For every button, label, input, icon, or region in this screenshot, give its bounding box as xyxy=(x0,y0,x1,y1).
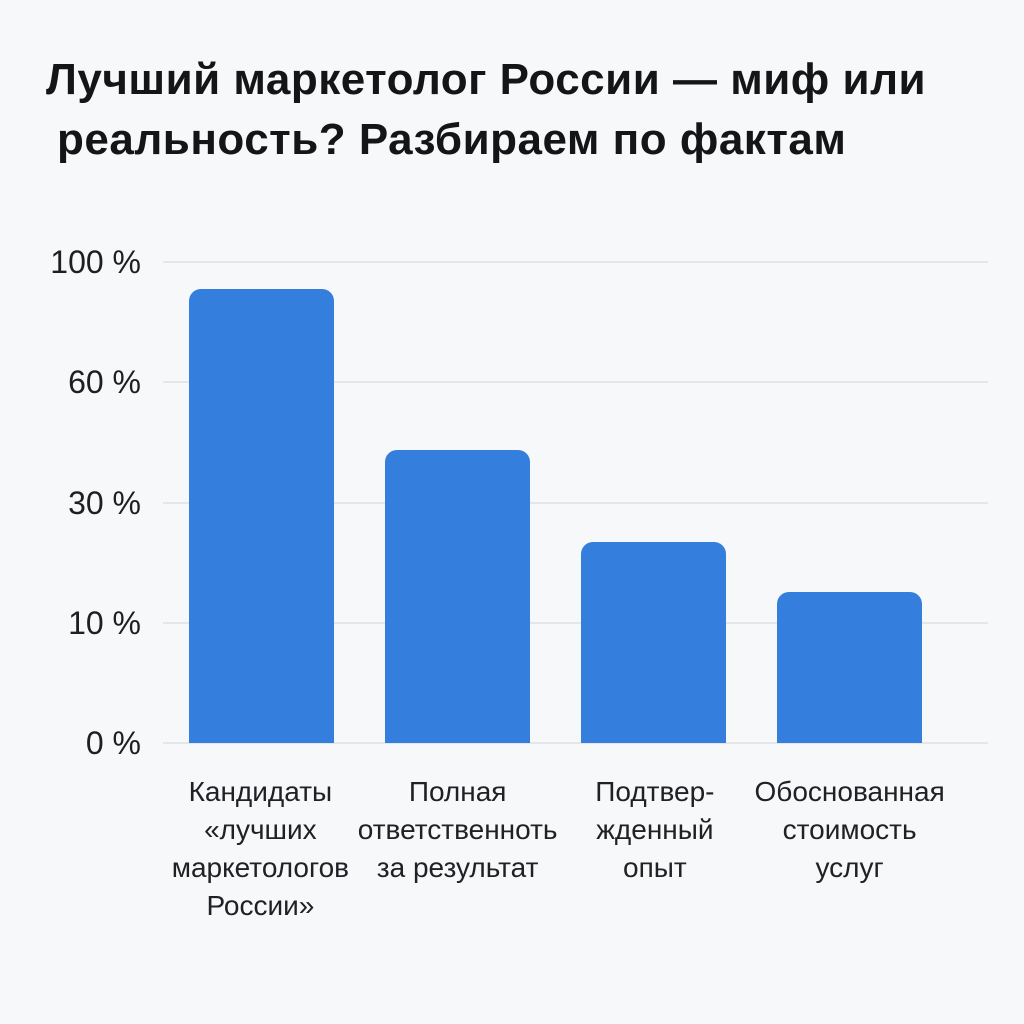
category-label-line: опыт xyxy=(623,852,687,883)
bars-row xyxy=(163,262,947,743)
gridline xyxy=(163,501,988,504)
gridline xyxy=(163,742,988,744)
bar-23-percent xyxy=(580,541,726,743)
category-label-line: ответственноть xyxy=(357,814,558,845)
y-axis-tick-label: 30 % xyxy=(68,484,141,521)
category-label-line: Обоснованная xyxy=(754,776,945,807)
x-axis-labels: Кандидаты «лучших маркетологов России» Полна… xyxy=(163,773,947,925)
category-label: Подтвер-жденный опыт xyxy=(558,773,753,925)
gridline xyxy=(163,621,988,624)
y-axis-tick-label: 10 % xyxy=(68,604,141,641)
bar-43-percent xyxy=(384,450,530,743)
chart-title-line-1: Лучший маркетолог России — миф или xyxy=(46,55,927,104)
bar-15-percent xyxy=(776,591,922,743)
y-axis-tick-label: 0 % xyxy=(85,725,141,761)
bar-slot xyxy=(359,262,555,743)
gridline xyxy=(163,261,988,263)
category-label-line: маркетологов xyxy=(171,852,350,883)
category-label-line: «лучших xyxy=(204,814,317,845)
category-label: Обоснованная стоимость услуг xyxy=(752,773,947,925)
bar-91-percent xyxy=(188,288,334,743)
chart-title: Лучший маркетолог России — миф или реаль… xyxy=(46,50,1006,170)
category-label-line: жденный xyxy=(596,814,714,845)
gridline xyxy=(163,381,988,384)
bar-chart: 100 % 60 % 30 % 10 % 0 % Кандидаты «лучших мар… xyxy=(50,245,988,921)
category-label-line: Подтвер- xyxy=(595,776,715,807)
category-label-line: стоимость xyxy=(782,814,917,845)
category-label-line: за результат xyxy=(376,852,539,883)
y-axis-tick-label: 60 % xyxy=(68,364,141,401)
y-axis-tick-label: 100 % xyxy=(50,244,141,280)
bar-slot xyxy=(751,262,947,743)
category-label-line: России» xyxy=(206,890,315,921)
category-label-line: Полная xyxy=(408,776,507,807)
category-label: Кандидаты «лучших маркетологов России» xyxy=(163,773,358,925)
bar-slot xyxy=(163,262,359,743)
category-label: Полная ответственноть за результат xyxy=(358,773,558,925)
bar-slot xyxy=(555,262,751,743)
category-label-line: услуг xyxy=(815,852,884,883)
chart-title-line-2: реальность? Разбираем по фактам xyxy=(57,115,847,164)
category-label-line: Кандидаты xyxy=(188,776,333,807)
